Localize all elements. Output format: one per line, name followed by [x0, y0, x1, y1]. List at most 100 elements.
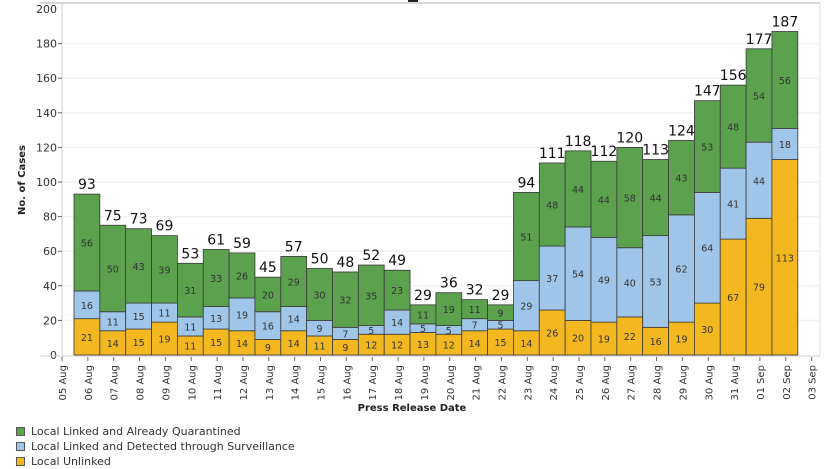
segment-value-label: 39	[158, 265, 170, 276]
segment-value-label: 79	[753, 283, 765, 294]
segment-value-label: 13	[417, 340, 429, 351]
total-label: 113	[642, 143, 669, 159]
segment-value-label: 30	[701, 325, 713, 336]
segment-value-label: 5	[368, 326, 374, 337]
segment-value-label: 44	[753, 176, 765, 187]
bar-segment-quarantined	[228, 252, 256, 299]
segment-value-label: 19	[236, 310, 248, 321]
segment-value-label: 48	[546, 200, 558, 211]
bar-segment-quarantined	[383, 269, 411, 311]
segment-value-label: 62	[675, 265, 687, 276]
legend-label: Local Linked and Detected through Survei…	[31, 440, 295, 453]
segment-value-label: 21	[81, 333, 93, 344]
bar-segment-quarantined	[719, 84, 747, 169]
segment-value-label: 40	[624, 278, 636, 289]
bar-segment-quarantined	[538, 162, 566, 247]
bar-segment-quarantined	[435, 292, 463, 326]
legend-item-unlinked[interactable]: Local Unlinked	[16, 454, 295, 469]
segment-value-label: 33	[210, 274, 222, 285]
segment-value-label: 9	[342, 343, 348, 354]
segment-value-label: 18	[779, 140, 791, 151]
x-tick-label: 22 Aug	[497, 365, 508, 400]
y-tick-label: 60	[43, 245, 57, 258]
x-tick-label: 13 Aug	[265, 365, 276, 400]
bar-segment-unlinked	[538, 309, 566, 356]
bar-segment-surveillance	[668, 214, 695, 323]
bar-segment-quarantined	[125, 228, 152, 304]
segment-value-label: 14	[236, 339, 248, 350]
segment-value-label: 30	[314, 290, 326, 301]
bar-segment-quarantined	[357, 264, 385, 326]
legend-swatch-yellow	[16, 457, 25, 466]
y-tick-label: 120	[36, 141, 57, 154]
segment-value-label: 19	[598, 335, 610, 346]
x-tick-label: 05 Aug	[58, 365, 69, 400]
x-tick-label: 29 Aug	[678, 365, 689, 400]
total-label: 112	[591, 144, 618, 160]
segment-value-label: 11	[417, 310, 429, 321]
x-tick-label: 06 Aug	[84, 365, 95, 400]
total-label: 69	[156, 219, 174, 235]
segment-value-label: 43	[133, 262, 145, 273]
total-label: 187	[772, 14, 799, 30]
segment-value-label: 14	[469, 339, 481, 350]
bar-segment-unlinked	[99, 330, 127, 356]
x-axis: 05 Aug 06 Aug 07 Aug 08 Aug 09 Aug 10 Aug 11 A…	[40, 355, 820, 400]
bar-segment-quarantined	[306, 268, 333, 321]
segment-value-label: 14	[391, 318, 403, 329]
segment-value-label: 31	[184, 286, 196, 297]
x-tick-label: 21 Aug	[472, 365, 483, 400]
segment-value-label: 11	[314, 341, 326, 352]
legend-item-quarantined[interactable]: Local Linked and Already Quarantined	[16, 424, 295, 439]
segment-value-label: 48	[727, 123, 739, 134]
total-label: 36	[440, 276, 458, 292]
segment-value-label: 54	[753, 92, 765, 103]
bar-segment-quarantined	[694, 100, 721, 193]
x-tick-label: 25 Aug	[575, 365, 586, 400]
segment-value-label: 29	[520, 302, 532, 313]
total-label: 177	[746, 32, 773, 48]
total-label: 29	[492, 288, 510, 304]
legend-label: Local Linked and Already Quarantined	[31, 425, 241, 438]
bars	[73, 31, 799, 356]
bar-segment-quarantined	[616, 146, 644, 249]
x-tick-label: 10 Aug	[187, 365, 198, 400]
bar-segment-surveillance	[383, 309, 411, 335]
legend-item-surveillance[interactable]: Local Linked and Detected through Survei…	[16, 439, 295, 454]
segment-value-label: 19	[158, 335, 170, 346]
bar-segment-unlinked	[151, 321, 178, 356]
y-tick-label: 160	[36, 72, 57, 85]
segment-value-label: 50	[107, 265, 119, 276]
bar-segment-unlinked	[771, 159, 799, 356]
segment-value-label: 11	[184, 341, 196, 352]
x-tick-label: 26 Aug	[601, 365, 612, 400]
segment-value-label: 9	[265, 343, 271, 354]
segment-value-label: 15	[494, 338, 506, 349]
total-label: 49	[388, 253, 406, 269]
bar-segment-unlinked	[228, 330, 256, 356]
bar-segment-unlinked	[668, 321, 695, 356]
segment-value-label: 11	[158, 309, 170, 320]
x-tick-label: 27 Aug	[627, 365, 638, 400]
segment-value-label: 22	[624, 332, 636, 343]
x-tick-label: 02 Sep	[782, 365, 793, 400]
total-label: 45	[259, 260, 277, 276]
bar-segment-surveillance	[125, 302, 152, 330]
total-label: 59	[233, 236, 251, 252]
segment-value-label: 113	[776, 253, 794, 264]
segment-value-label: 44	[572, 185, 584, 196]
segment-value-label: 12	[443, 341, 455, 352]
segment-value-label: 23	[391, 286, 403, 297]
total-label: 73	[130, 212, 148, 228]
bar-segment-quarantined	[99, 224, 127, 313]
total-label: 147	[694, 84, 721, 100]
total-label: 156	[720, 68, 747, 84]
segment-value-label: 54	[572, 270, 584, 281]
x-tick-label: 01 Sep	[756, 365, 767, 400]
bar-segment-quarantined	[564, 150, 592, 228]
bar-segment-quarantined	[280, 255, 308, 307]
segment-value-label: 51	[520, 232, 532, 243]
bar-segment-surveillance	[616, 247, 644, 318]
segment-value-label: 67	[727, 293, 739, 304]
legend: Local Linked and Already Quarantined Loc…	[16, 424, 295, 469]
